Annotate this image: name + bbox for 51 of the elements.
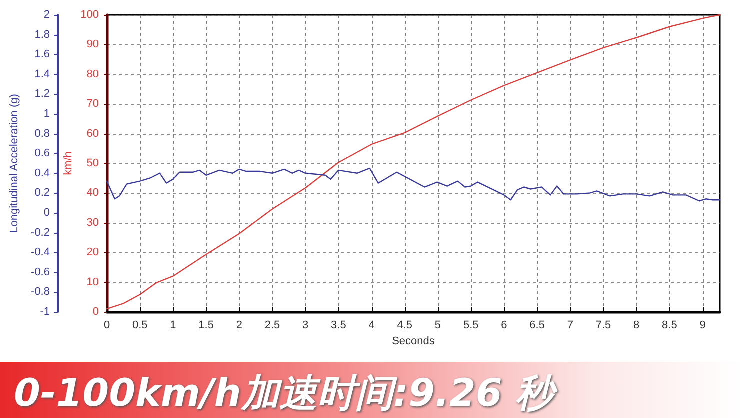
y-tick-label: -0.2 [31, 226, 50, 239]
x-tick-label: 2.5 [264, 320, 280, 332]
y2-tick-label: 30 [86, 216, 99, 229]
y2-tick-label: 70 [86, 98, 99, 110]
y-tick-label: -0.8 [31, 286, 50, 298]
x-tick-label: 3 [302, 320, 309, 332]
y2-tick-label: 10 [86, 276, 99, 288]
x-tick-label: 2 [236, 320, 242, 332]
y2-tick-label: 60 [86, 128, 99, 140]
y2-tick-label: 40 [86, 187, 99, 200]
y-tick-label: 1.8 [34, 28, 50, 41]
y-tick-label: 0.8 [34, 128, 50, 140]
x-tick-label: 8.5 [662, 320, 678, 332]
x-tick-label: 6.5 [530, 320, 545, 332]
x-tick-label: 6 [501, 320, 508, 332]
y-tick-label: 0.4 [34, 167, 50, 180]
x-tick-label: 7 [567, 320, 574, 332]
y-tick-label: -0.4 [31, 246, 50, 259]
x-tick-label: 3.5 [331, 320, 346, 332]
y2-tick-label: 100 [80, 9, 99, 21]
x-tick-label: 9 [700, 320, 706, 332]
x-tick-label: 4.5 [397, 320, 413, 332]
y-tick-label: 0 [44, 207, 50, 219]
y2-tick-label: 50 [86, 158, 99, 170]
y2-tick-label: 90 [86, 38, 99, 51]
x-tick-label: 8 [634, 320, 640, 332]
line-series [106, 168, 721, 202]
y-tick-label: 2 [44, 9, 50, 21]
line-series [106, 14, 721, 310]
y-tick-label: 1.2 [34, 88, 50, 100]
y-axis-title: Longitudinal Acceleration (g) [8, 94, 21, 233]
x-tick-label: 7.5 [596, 320, 612, 332]
x-axis-title: Seconds [392, 336, 436, 348]
y2-tick-label: 80 [86, 68, 99, 80]
x-tick-label: 4 [368, 320, 375, 332]
x-tick-label: 0 [104, 320, 110, 332]
y2-tick-label: 20 [86, 246, 99, 259]
x-tick-label: 5 [434, 320, 442, 332]
y-tick-label: -1 [40, 306, 50, 318]
y-tick-label: 0.2 [34, 187, 50, 200]
y-tick-label: 0.6 [34, 148, 50, 160]
y2-axis-title: km/h [62, 152, 74, 176]
x-tick-label: 0.5 [132, 320, 148, 332]
y-tick-label: 1.4 [34, 68, 50, 80]
y-tick-label: 1.6 [34, 48, 50, 61]
x-tick-label: 1.5 [198, 320, 214, 332]
y2-tick-label: 0 [92, 306, 99, 318]
y-tick-label: 1 [44, 108, 50, 120]
x-tick-label: 5.5 [463, 320, 479, 332]
y-tick-label: -0.6 [31, 266, 50, 278]
x-tick-label: 1 [170, 320, 176, 332]
